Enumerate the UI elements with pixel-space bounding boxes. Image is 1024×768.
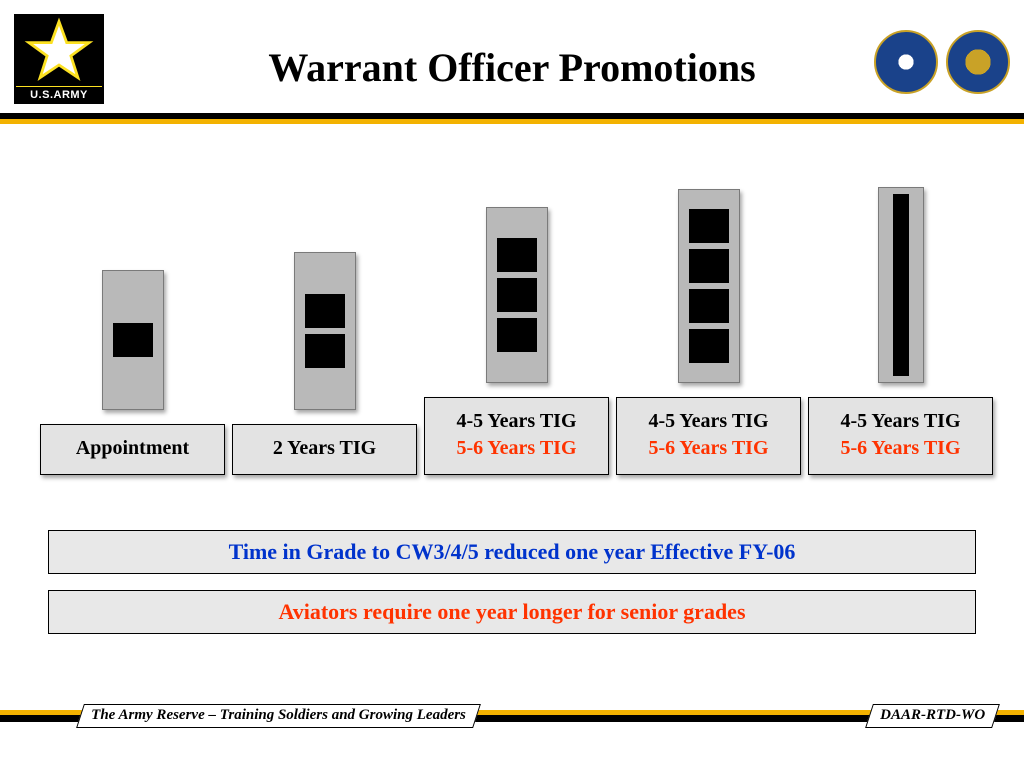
caption-cw5: 4-5 Years TIG 5-6 Years TIG [808, 397, 993, 475]
note-tig-reduced: Time in Grade to CW3/4/5 reduced one yea… [48, 530, 976, 574]
header: U.S.ARMY Warrant Officer Promotions [0, 0, 1024, 120]
insignia-cw5 [878, 187, 924, 383]
caption-line1: 4-5 Years TIG [457, 410, 577, 432]
insignia-square [689, 209, 729, 243]
caption-line2: 5-6 Years TIG [623, 435, 794, 462]
caption-cw3: 4-5 Years TIG 5-6 Years TIG [424, 397, 609, 475]
insignia-wo1 [102, 270, 164, 410]
rank-column-wo1: Appointment [40, 270, 225, 475]
rank-column-cw4: 4-5 Years TIG 5-6 Years TIG [616, 189, 801, 475]
footer-right: DAAR-RTD-WO [865, 704, 1000, 728]
caption-line1: Appointment [76, 437, 189, 459]
insignia-square [497, 278, 537, 312]
insignia-square [497, 318, 537, 352]
rank-column-cw2: 2 Years TIG [232, 252, 417, 475]
header-rule [0, 113, 1024, 124]
army-reserve-seal-icon [946, 30, 1010, 94]
insignia-cw4 [678, 189, 740, 383]
dept-of-army-seal-icon [874, 30, 938, 94]
insignia-cw3 [486, 207, 548, 383]
promotion-stage: Appointment 2 Years TIG 4-5 Years TIG 5-6 Y… [0, 135, 1024, 475]
caption-cw4: 4-5 Years TIG 5-6 Years TIG [616, 397, 801, 475]
caption-wo1: Appointment [40, 424, 225, 475]
footer: The Army Reserve – Training Soldiers and… [0, 710, 1024, 728]
insignia-square [113, 323, 153, 357]
caption-line2: 5-6 Years TIG [431, 435, 602, 462]
insignia-square [689, 249, 729, 283]
rank-column-cw5: 4-5 Years TIG 5-6 Years TIG [808, 187, 993, 475]
insignia-vertical-bar [893, 194, 909, 376]
rank-column-cw3: 4-5 Years TIG 5-6 Years TIG [424, 207, 609, 475]
caption-line1: 4-5 Years TIG [841, 410, 961, 432]
insignia-cw2 [294, 252, 356, 410]
insignia-square [497, 238, 537, 272]
caption-line2: 5-6 Years TIG [815, 435, 986, 462]
note-aviators: Aviators require one year longer for sen… [48, 590, 976, 634]
insignia-square [305, 334, 345, 368]
insignia-square [689, 289, 729, 323]
insignia-square [305, 294, 345, 328]
caption-cw2: 2 Years TIG [232, 424, 417, 475]
page-title: Warrant Officer Promotions [0, 44, 1024, 91]
caption-line1: 2 Years TIG [273, 437, 376, 459]
caption-line1: 4-5 Years TIG [649, 410, 769, 432]
footer-left: The Army Reserve – Training Soldiers and… [76, 704, 481, 728]
insignia-square [689, 329, 729, 363]
